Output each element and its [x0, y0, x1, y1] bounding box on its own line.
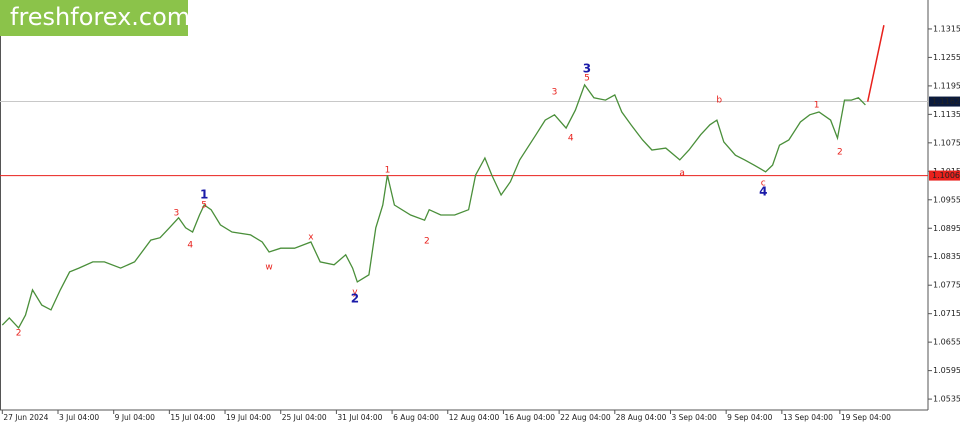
y-tick-label: 1.1075: [933, 138, 960, 147]
wave-label: 3: [173, 209, 179, 219]
wave-label: 1: [200, 188, 208, 202]
wave-label: 2: [351, 291, 359, 305]
price-level-box: [929, 96, 960, 107]
x-tick-label: 16 Aug 04:00: [504, 413, 555, 422]
wave-label: 1: [814, 100, 820, 110]
wave-label: 3: [583, 61, 591, 75]
wave-label: 2: [424, 237, 430, 247]
y-tick-label: 1.0535: [933, 395, 960, 404]
y-tick-label: 1.0595: [933, 366, 960, 375]
wave-label: x: [308, 232, 314, 242]
wave-label: 4: [187, 240, 193, 250]
x-tick-label: 9 Jul 04:00: [115, 413, 155, 422]
wave-label: 5: [584, 73, 590, 83]
y-tick-label: 1.1315: [933, 24, 960, 33]
price-level-label: 1.1006: [932, 171, 960, 180]
price-line: [866, 25, 885, 102]
wave-label: y: [352, 287, 358, 297]
x-tick-label: 3 Jul 04:00: [59, 413, 99, 422]
wave-label: b: [716, 96, 722, 106]
wave-label: a: [679, 169, 685, 179]
y-tick-label: 1.0835: [933, 252, 960, 261]
y-tick-label: 1.0895: [933, 224, 960, 233]
wave-label: w: [265, 263, 272, 273]
wave-label: 2: [837, 147, 843, 157]
y-tick-label: 1.0775: [933, 281, 960, 290]
x-tick-label: 19 Jul 04:00: [226, 413, 271, 422]
price-level-box: [929, 170, 960, 181]
x-tick-label: 13 Sep 04:00: [783, 413, 833, 422]
y-tick-label: 1.0955: [933, 195, 960, 204]
wave-label: 3: [552, 88, 558, 98]
y-tick-label: 1.0655: [933, 338, 960, 347]
x-tick-label: 31 Jul 04:00: [337, 413, 382, 422]
wave-label: c: [761, 179, 766, 189]
x-tick-label: 3 Sep 04:00: [671, 413, 717, 422]
x-tick-label: 15 Jul 04:00: [170, 413, 215, 422]
x-tick-label: 12 Aug 04:00: [449, 413, 500, 422]
wave-label: 4: [759, 185, 767, 199]
wave-label: 4: [568, 134, 574, 144]
y-tick-label: 1.1255: [933, 53, 960, 62]
logo-box: [0, 0, 188, 36]
y-tick-label: 1.1195: [933, 81, 960, 90]
wave-label: 2: [16, 329, 22, 339]
x-tick-label: 19 Sep 04:00: [841, 413, 891, 422]
logo: freshforex.com: [10, 3, 190, 31]
x-tick-label: 6 Aug 04:00: [393, 413, 439, 422]
price-level-label: 1.1162: [932, 97, 960, 106]
y-tick-label: 1.1135: [933, 110, 960, 119]
wave-label: 5: [201, 201, 207, 211]
x-tick-label: 27 Jun 2024: [3, 413, 48, 422]
price-line: [1, 83, 866, 330]
wave-label: 1: [385, 165, 391, 175]
y-tick-label: 1.0715: [933, 309, 960, 318]
x-tick-label: 9 Sep 04:00: [727, 413, 773, 422]
x-tick-label: 25 Jul 04:00: [282, 413, 327, 422]
x-tick-label: 28 Aug 04:00: [616, 413, 667, 422]
x-tick-label: 22 Aug 04:00: [560, 413, 611, 422]
